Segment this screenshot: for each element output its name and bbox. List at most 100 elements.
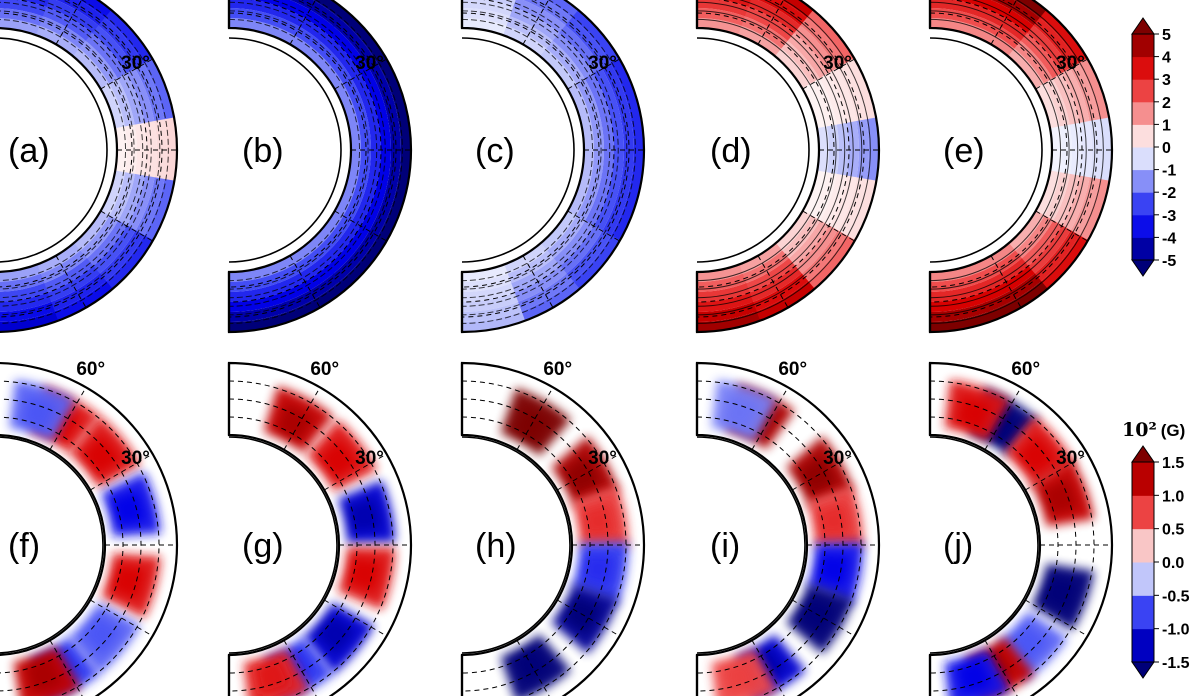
latitude-gridline <box>324 599 387 637</box>
field-cell <box>697 8 747 27</box>
field-cell <box>787 33 830 80</box>
field-cell <box>513 0 567 35</box>
field-cell <box>334 170 360 217</box>
latitude-gridline <box>100 58 153 90</box>
field-cell <box>828 68 857 125</box>
field-cell <box>229 264 275 282</box>
field-cell <box>571 9 621 65</box>
colorbar-extend-max <box>1131 17 1155 35</box>
field-cell <box>828 175 857 232</box>
field-blob-core <box>562 454 602 495</box>
field-cell <box>0 264 41 282</box>
field-cell <box>930 8 980 27</box>
colorbar-tick-label: -2 <box>1162 185 1176 202</box>
shell-outline <box>460 0 646 334</box>
field-cell <box>601 122 614 178</box>
field-cell <box>338 235 388 291</box>
panel-b: 60°30°(b) <box>227 0 413 334</box>
field-cell <box>754 0 815 19</box>
field-cell <box>229 292 286 312</box>
field-cell <box>697 292 754 312</box>
field-cell <box>462 292 519 312</box>
colorbar-tick-label: -5 <box>1162 253 1176 270</box>
radius-gridline <box>229 0 382 303</box>
field-cell <box>509 6 561 42</box>
field-cell <box>571 235 621 291</box>
field-cell <box>1014 40 1054 85</box>
latitude-label-30: 30° <box>355 448 384 469</box>
field-map <box>930 0 1112 332</box>
field-cell <box>0 0 52 8</box>
field-cell <box>1043 172 1070 222</box>
shell-outline <box>227 361 413 696</box>
field-cell <box>108 78 135 128</box>
field-blob-core <box>816 502 850 537</box>
contour-line <box>697 0 863 316</box>
field-cell <box>104 235 154 291</box>
latitude-label-60: 60° <box>310 359 339 380</box>
field-map <box>229 363 411 696</box>
tachocline-line <box>929 37 1043 263</box>
field-cell <box>575 172 602 222</box>
field-cell <box>342 172 369 222</box>
field-cell <box>610 178 642 242</box>
contour-line <box>229 0 403 324</box>
radius-gridline <box>697 12 835 288</box>
colorbar-tick-label: 4 <box>1162 50 1171 67</box>
bottom-row-panels: 60° 30° (f) 60° 30° (g) 60° 30° (h) 60° 30° (i) 60° 3… <box>0 359 1114 696</box>
field-cell <box>126 68 155 125</box>
colorbar-extend-min <box>1131 661 1155 679</box>
field-cell <box>981 0 1035 35</box>
tachocline-line <box>228 436 338 654</box>
latitude-gridline <box>1025 453 1088 491</box>
radius-gridline <box>0 12 133 288</box>
radius-gridline <box>0 416 124 674</box>
field-cell <box>836 122 849 178</box>
field-map <box>462 363 644 696</box>
field-cell <box>856 119 869 181</box>
colorbar-swatch <box>1132 628 1154 663</box>
colorbar-swatch <box>1132 169 1154 193</box>
latitude-gridline <box>984 640 1022 696</box>
latitude-gridline <box>751 640 789 696</box>
field-blob-core <box>315 614 357 656</box>
field-cell <box>462 8 512 27</box>
field-cell <box>552 33 595 80</box>
field-blob-core <box>955 658 993 695</box>
latitude-gridline <box>289 0 321 45</box>
field-cell <box>697 0 754 8</box>
field-cell <box>85 220 128 267</box>
radius-gridline <box>462 12 600 288</box>
colorbar-tick-label: 1.5 <box>1162 455 1184 472</box>
field-cell <box>351 173 379 227</box>
contour-line <box>930 0 1104 324</box>
field-cell <box>519 281 580 322</box>
radius-gridline <box>229 0 397 318</box>
colorbar-swatch <box>1132 495 1154 530</box>
field-cell <box>546 40 586 85</box>
colorbar-swatch <box>1132 562 1154 596</box>
contour-line <box>462 0 619 307</box>
panel-d: 60°30°(d) <box>695 0 881 334</box>
colorbar-tick-label: 3 <box>1162 72 1171 89</box>
field-cell <box>930 264 976 282</box>
field-blob-core <box>346 557 382 593</box>
panel-f: 60° 30° (f) <box>0 359 179 696</box>
colorbar-swatch <box>1132 192 1154 216</box>
latitude-gridline <box>802 58 855 90</box>
radius-gridline <box>697 398 844 692</box>
contour-line <box>0 10 135 290</box>
field-cell <box>52 0 113 19</box>
radius-gridline <box>0 380 160 696</box>
field-blob-core <box>24 656 63 694</box>
radius-gridline <box>0 0 163 318</box>
colorbar-tick-label: -4 <box>1162 230 1176 247</box>
field-cell <box>575 78 602 128</box>
field-blob-core <box>81 614 123 656</box>
field-cell <box>774 48 812 90</box>
colorbar-tick-label: 5 <box>1162 27 1171 44</box>
field-cell <box>1043 78 1070 128</box>
contour-line <box>229 18 361 282</box>
colorbar-tick-label: 0.5 <box>1162 522 1184 539</box>
